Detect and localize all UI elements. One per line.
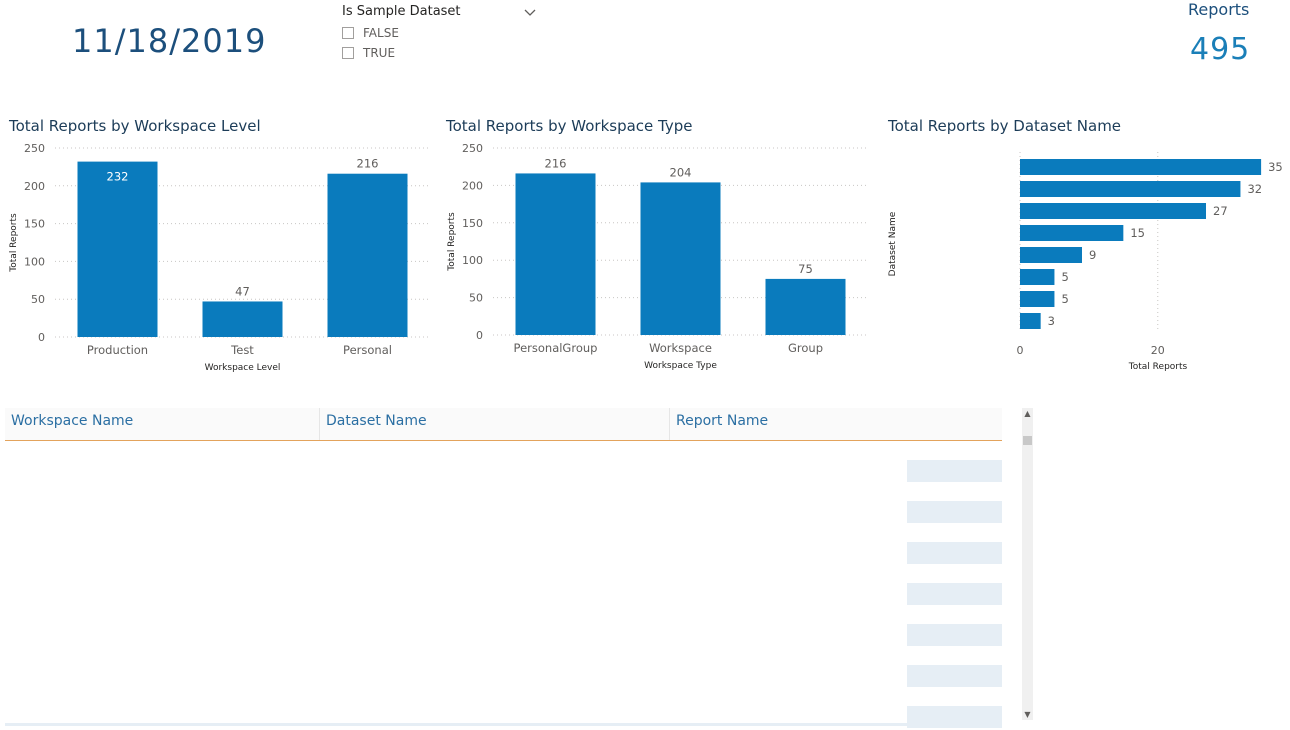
x-axis-title: Workspace Type <box>644 361 717 371</box>
y-axis-title: Dataset Name <box>888 211 898 276</box>
data-label: 75 <box>798 262 813 276</box>
table-body[interactable] <box>5 441 1002 728</box>
y-axis-title: Total Reports <box>9 213 19 273</box>
data-label: 5 <box>1061 270 1068 284</box>
chart-title: Total Reports by Dataset Name <box>887 117 1121 135</box>
data-label: 216 <box>545 156 567 170</box>
x-tick-label: Group <box>788 341 823 355</box>
y-tick-label: 250 <box>462 142 483 155</box>
y-tick-label: 100 <box>462 254 483 267</box>
scroll-up-icon[interactable]: ▲ <box>1024 409 1031 418</box>
x-tick-label: 0 <box>1017 344 1024 357</box>
table-header: Workspace Name Dataset Name Report Name <box>5 408 1002 441</box>
bar[interactable] <box>1020 225 1124 241</box>
y-tick-label: 200 <box>24 180 45 193</box>
x-axis-title: Workspace Level <box>205 363 281 373</box>
data-label: 204 <box>670 165 692 179</box>
slicer-option-label: FALSE <box>363 26 399 40</box>
bar[interactable] <box>1020 203 1206 219</box>
y-tick-label: 0 <box>38 331 45 344</box>
table-scrollbar[interactable]: ▲ ▼ <box>1022 408 1033 720</box>
y-tick-label: 50 <box>31 293 45 306</box>
y-tick-label: 150 <box>462 217 483 230</box>
table-row-stripe <box>907 624 1002 646</box>
scrollbar-thumb[interactable] <box>1023 436 1032 445</box>
data-label: 232 <box>107 170 129 184</box>
bar[interactable] <box>1020 181 1241 197</box>
column-header-dataset-name[interactable]: Dataset Name <box>320 408 670 440</box>
data-label: 5 <box>1061 292 1068 306</box>
slicer-title: Is Sample Dataset <box>342 4 461 19</box>
data-label: 32 <box>1247 182 1262 196</box>
scroll-down-icon[interactable]: ▼ <box>1024 710 1031 719</box>
table-row-stripe <box>5 723 907 726</box>
data-label: 3 <box>1048 314 1055 328</box>
bar[interactable] <box>640 182 721 335</box>
x-tick-label: Workspace <box>649 341 712 355</box>
table-row-stripe <box>907 665 1002 687</box>
data-label: 27 <box>1213 204 1228 218</box>
bar[interactable] <box>202 301 283 337</box>
y-axis-title: Total Reports <box>447 212 457 272</box>
is-sample-dataset-slicer[interactable]: Is Sample Dataset FALSE TRUE <box>342 4 542 63</box>
bar[interactable] <box>1020 247 1082 263</box>
workspace-level-chart[interactable]: Total Reports by Workspace Level 0 50 100 15… <box>0 110 440 380</box>
table-row-stripe <box>907 583 1002 605</box>
bar[interactable] <box>1020 159 1262 175</box>
bar[interactable] <box>1020 269 1055 285</box>
data-label: 15 <box>1130 226 1145 240</box>
data-label: 35 <box>1268 160 1283 174</box>
bar[interactable] <box>327 173 408 337</box>
slicer-option-false[interactable]: FALSE <box>342 23 542 43</box>
data-label: 47 <box>235 284 250 298</box>
chart-title: Total Reports by Workspace Level <box>8 117 261 135</box>
y-tick-label: 150 <box>24 218 45 231</box>
bar[interactable] <box>77 161 158 337</box>
x-tick-label: Test <box>230 343 254 357</box>
bar[interactable] <box>1020 291 1055 307</box>
x-tick-label: Personal <box>343 343 392 357</box>
bar[interactable] <box>1020 313 1041 329</box>
slicer-option-label: TRUE <box>363 46 396 60</box>
slicer-option-true[interactable]: TRUE <box>342 43 542 63</box>
data-label: 9 <box>1089 248 1096 262</box>
column-header-report-name[interactable]: Report Name <box>676 413 769 429</box>
table-row-stripe <box>907 542 1002 564</box>
workspace-type-chart[interactable]: Total Reports by Workspace Type 0 50 100 150… <box>438 110 878 380</box>
y-tick-label: 50 <box>469 292 483 305</box>
table-row-stripe <box>907 501 1002 523</box>
x-axis-title: Total Reports <box>1128 362 1188 372</box>
bar[interactable] <box>765 278 846 335</box>
y-tick-label: 100 <box>24 255 45 268</box>
checkbox[interactable] <box>342 47 354 59</box>
data-label: 216 <box>357 157 379 171</box>
chevron-down-icon[interactable] <box>524 7 536 19</box>
bar[interactable] <box>515 173 596 335</box>
y-tick-label: 200 <box>462 179 483 192</box>
y-tick-label: 250 <box>24 142 45 155</box>
checkbox[interactable] <box>342 27 354 39</box>
column-header-workspace-name[interactable]: Workspace Name <box>5 408 320 440</box>
x-tick-label: PersonalGroup <box>514 341 598 355</box>
x-tick-label: 20 <box>1151 344 1165 357</box>
x-tick-label: Production <box>87 343 148 357</box>
y-tick-label: 0 <box>476 329 483 342</box>
table-row-stripe <box>907 460 1002 482</box>
kpi-value: 495 <box>1190 32 1251 67</box>
reports-table[interactable]: Workspace Name Dataset Name Report Name <box>5 408 1002 728</box>
date-card: 11/18/2019 <box>72 22 267 60</box>
kpi-label: Reports <box>1188 0 1250 19</box>
chart-title: Total Reports by Workspace Type <box>445 117 692 135</box>
table-row-stripe <box>907 706 1002 728</box>
